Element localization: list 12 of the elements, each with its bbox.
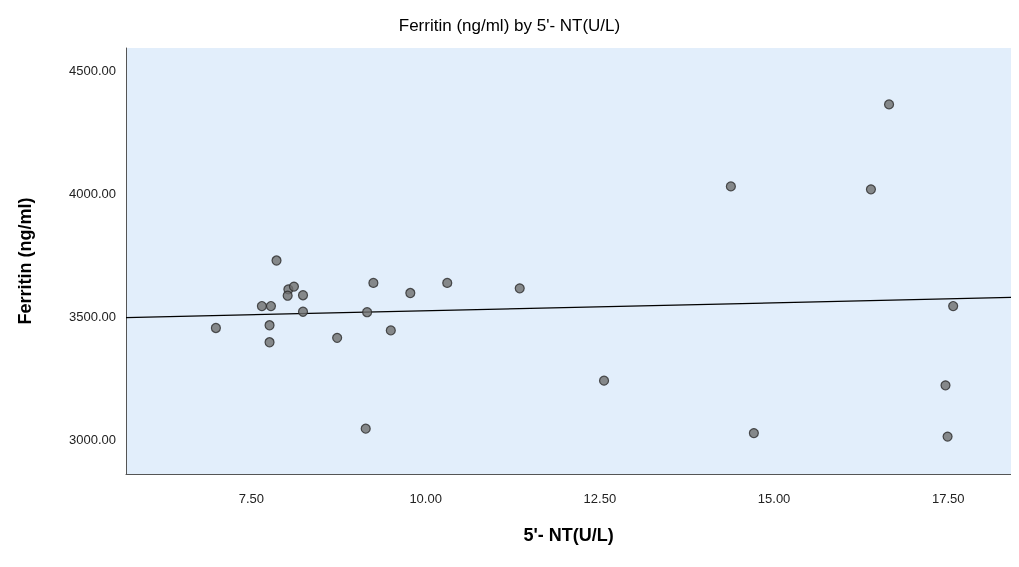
y-tick-label: 4500.00 <box>69 62 116 78</box>
y-tick-label: 3000.00 <box>69 432 116 448</box>
x-tick-label: 12.50 <box>583 491 617 506</box>
x-tick-label: 15.00 <box>757 491 791 506</box>
x-tick-label: 17.50 <box>932 491 965 506</box>
x-tick-label: 10.00 <box>409 491 442 506</box>
y-axis-title: Ferritin (ng/ml) <box>15 197 35 325</box>
x-axis-title: 5'- NT(U/L) <box>523 525 614 545</box>
y-tick-label: 4000.00 <box>69 185 116 201</box>
y-tick-label: 3500.00 <box>69 308 116 324</box>
x-tick-label: 7.50 <box>238 491 265 506</box>
chart-title: Ferritin (ng/ml) by 5'- NT(U/L) <box>398 16 621 35</box>
